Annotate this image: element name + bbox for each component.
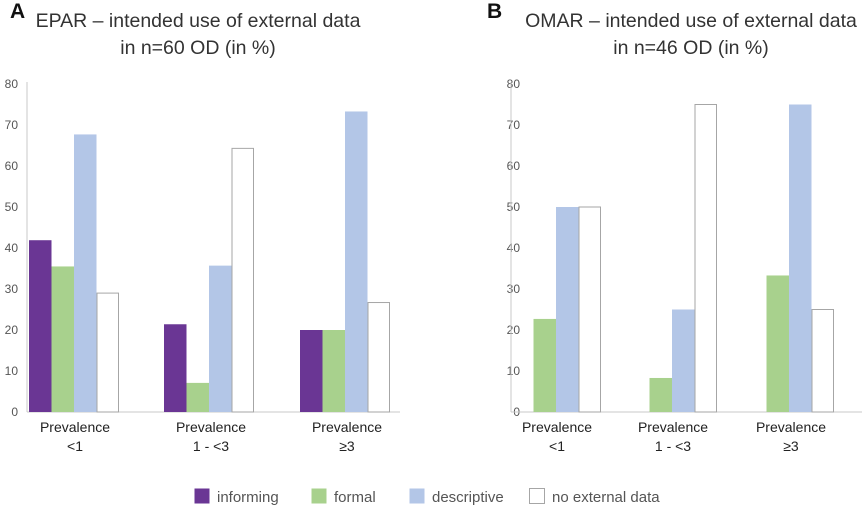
bar-formal — [533, 318, 556, 412]
bar-no-external-data — [96, 292, 119, 413]
bar-descriptive — [74, 134, 97, 412]
legend-item-informing: informing — [194, 488, 279, 506]
bar-informing — [164, 324, 187, 412]
y-tick-label: 60 — [507, 159, 521, 173]
y-tick-label: 20 — [507, 323, 521, 337]
category-label: Prevalence — [756, 419, 826, 435]
legend-swatch — [311, 488, 327, 504]
bar-no-external-data — [231, 147, 254, 413]
y-tick-label: 70 — [5, 118, 19, 132]
y-tick-label: 30 — [5, 282, 19, 296]
chart-title-line: in n=46 OD (in %) — [613, 37, 769, 59]
y-tick-label: 50 — [5, 200, 19, 214]
category-label: <1 — [67, 438, 83, 454]
bar-descriptive — [789, 104, 812, 412]
panel-letter: B — [487, 0, 502, 23]
legend-label: informing — [217, 489, 279, 506]
panel-b: B OMAR – intended use of external data in … — [487, 0, 862, 454]
legend-swatch — [194, 488, 210, 504]
bar-informing — [29, 240, 52, 412]
chart-title-line: in n=60 OD (in %) — [120, 37, 276, 59]
panel-letter: A — [10, 0, 25, 23]
legend-label: formal — [334, 489, 376, 506]
category-label: Prevalence — [176, 419, 246, 435]
category-label: ≥3 — [783, 438, 799, 454]
bar-descriptive — [556, 207, 579, 412]
y-tick-label: 40 — [507, 241, 521, 255]
y-tick-label: 80 — [507, 77, 521, 91]
bar-formal — [322, 330, 345, 412]
y-tick-label: 80 — [5, 77, 19, 91]
category-label: Prevalence — [638, 419, 708, 435]
y-tick-label: 20 — [5, 323, 19, 337]
legend-item-no-external-data: no external data — [529, 488, 660, 506]
y-tick-label: 0 — [11, 405, 18, 419]
legend-item-descriptive: descriptive — [409, 488, 504, 506]
bar-no-external-data — [367, 302, 390, 413]
chart-title-line: EPAR – intended use of external data — [36, 10, 361, 32]
panel-a: A EPAR – intended use of external data in … — [5, 0, 400, 454]
bar-descriptive — [209, 265, 232, 412]
bar-descriptive — [672, 309, 695, 412]
bar-formal — [51, 266, 74, 412]
bar-no-external-data — [811, 309, 834, 413]
y-tick-label: 10 — [507, 364, 521, 378]
chart-title-line: OMAR – intended use of external data — [525, 10, 857, 32]
y-tick-label: 10 — [5, 364, 19, 378]
category-label: ≥3 — [339, 438, 355, 454]
bar-formal — [649, 377, 672, 412]
bar-no-external-data — [578, 206, 601, 413]
category-label: <1 — [549, 438, 565, 454]
legend-label: no external data — [552, 489, 660, 506]
bar-descriptive — [345, 111, 368, 412]
bar-formal — [766, 275, 789, 412]
category-label: Prevalence — [312, 419, 382, 435]
legend-swatch — [529, 488, 545, 504]
category-label: 1 - <3 — [655, 438, 691, 454]
y-tick-label: 30 — [507, 282, 521, 296]
y-tick-label: 60 — [5, 159, 19, 173]
y-tick-label: 40 — [5, 241, 19, 255]
legend-label: descriptive — [432, 489, 504, 506]
category-label: Prevalence — [40, 419, 110, 435]
category-label: Prevalence — [522, 419, 592, 435]
legend-swatch — [409, 488, 425, 504]
y-tick-label: 50 — [507, 200, 521, 214]
legend: informing formal descriptive no external da… — [194, 488, 660, 506]
bar-informing — [300, 330, 323, 412]
y-tick-label: 70 — [507, 118, 521, 132]
bar-formal — [186, 382, 209, 412]
bar-no-external-data — [694, 104, 717, 413]
category-label: 1 - <3 — [193, 438, 229, 454]
legend-item-formal: formal — [311, 488, 376, 506]
